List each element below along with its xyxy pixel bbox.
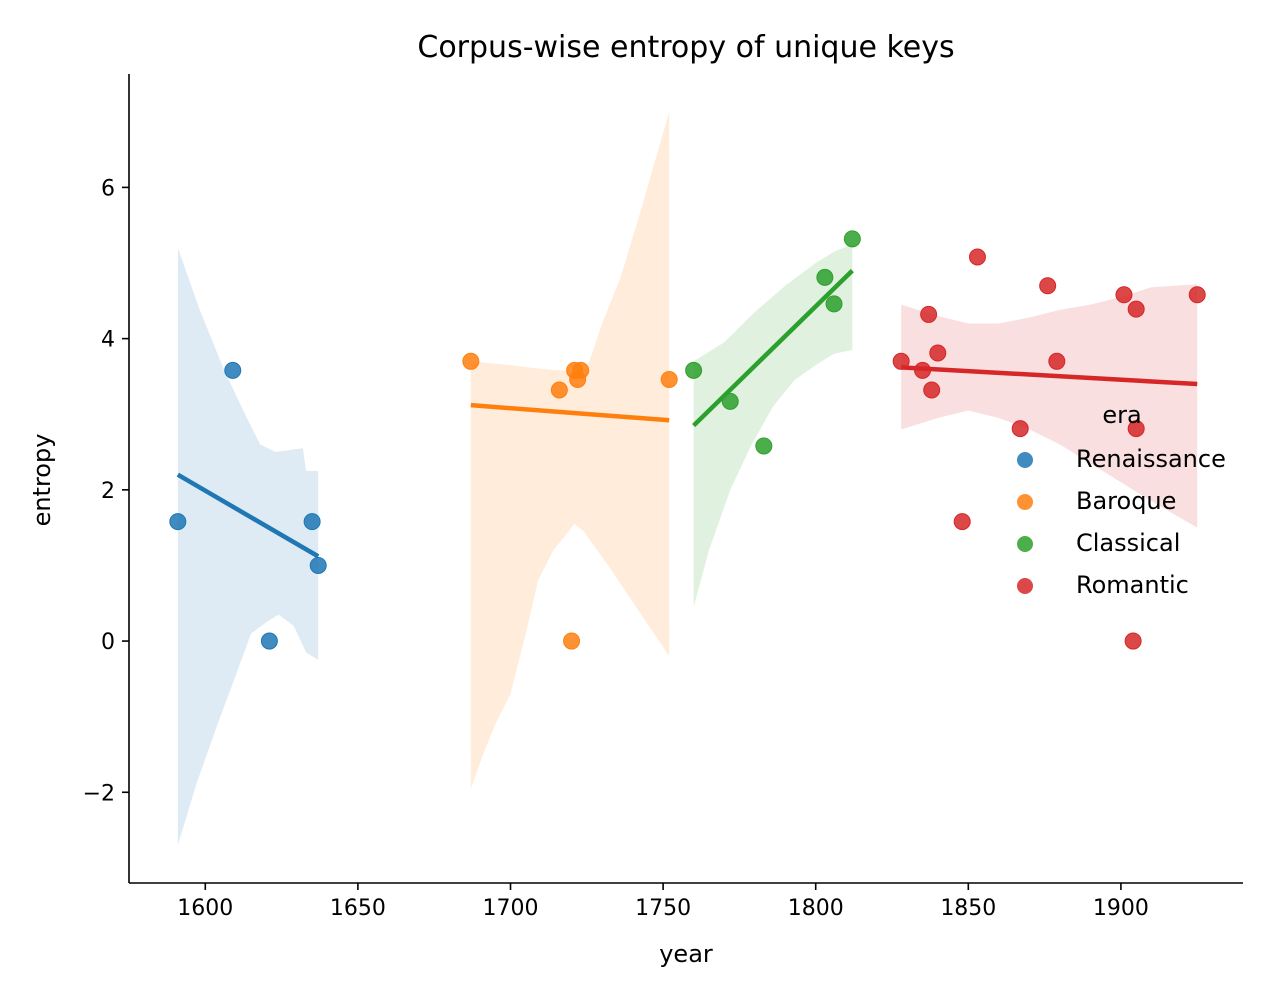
legend: era Renaissance Baroque Classical Romantic <box>1017 401 1226 599</box>
romantic-data-point <box>968 248 986 266</box>
classical-data-point <box>755 437 773 455</box>
classical-data-point <box>843 230 861 248</box>
romantic-data-point <box>1127 300 1145 318</box>
romantic-data-point <box>929 344 947 362</box>
x-axis-label: year <box>659 940 713 968</box>
x-tick-label: 1900 <box>1093 896 1149 921</box>
romantic-data-point <box>1124 632 1142 650</box>
renaissance-confidence-band <box>177 247 319 846</box>
x-tick-label: 1700 <box>483 896 539 921</box>
baroque-confidence-band <box>470 111 670 789</box>
romantic-data-point <box>920 305 938 323</box>
baroque-regression-line <box>470 402 670 423</box>
x-tick-label: 1750 <box>635 896 691 921</box>
romantic-data-point <box>1127 420 1145 438</box>
renaissance-data-point <box>260 632 278 650</box>
classical-data-point <box>685 361 703 379</box>
baroque-data-point <box>462 352 480 370</box>
y-tick-label: 0 <box>101 630 115 655</box>
legend-label-renaissance: Renaissance <box>1076 445 1226 473</box>
baroque-data-point <box>572 361 590 379</box>
baroque-data-point <box>660 370 678 388</box>
legend-title: era <box>1102 401 1141 429</box>
classical-data-point <box>825 295 843 313</box>
x-tick-label: 1800 <box>788 896 844 921</box>
renaissance-data-point <box>169 513 187 531</box>
renaissance-data-point <box>303 513 321 531</box>
data-points <box>169 230 1206 650</box>
classical-regression-line <box>692 268 854 428</box>
regression-lines <box>176 268 1198 559</box>
romantic-regression-line <box>901 365 1198 387</box>
romantic-confidence-band <box>901 284 1198 528</box>
classical-data-point <box>816 268 834 286</box>
y-tick-label: −2 <box>83 781 115 806</box>
y-axis-label: entropy <box>28 434 56 527</box>
y-axis-ticks: −2 0 2 4 6 <box>83 176 129 806</box>
classical-confidence-band <box>693 244 853 608</box>
x-tick-label: 1850 <box>940 896 996 921</box>
confidence-bands <box>177 111 1198 846</box>
romantic-data-point <box>1048 352 1066 370</box>
romantic-data-point <box>1188 286 1206 304</box>
legend-marker-romantic <box>1017 578 1033 594</box>
renaissance-data-point <box>309 556 327 574</box>
romantic-data-point <box>1115 286 1133 304</box>
renaissance-regression-line <box>176 472 320 559</box>
romantic-data-point <box>1039 277 1057 295</box>
legend-marker-baroque <box>1017 494 1033 510</box>
baroque-data-point <box>563 632 581 650</box>
legend-label-classical: Classical <box>1076 529 1180 557</box>
y-tick-label: 6 <box>101 176 115 201</box>
chart-title: Corpus-wise entropy of unique keys <box>417 30 954 65</box>
baroque-data-point <box>550 381 568 399</box>
romantic-data-point <box>914 361 932 379</box>
y-tick-label: 2 <box>101 479 115 504</box>
romantic-data-point <box>953 513 971 531</box>
x-tick-label: 1650 <box>330 896 386 921</box>
legend-label-baroque: Baroque <box>1076 487 1176 515</box>
y-tick-label: 4 <box>101 328 115 353</box>
legend-marker-renaissance <box>1017 452 1033 468</box>
x-tick-label: 1600 <box>177 896 233 921</box>
renaissance-data-point <box>224 361 242 379</box>
x-axis-ticks: 1600 1650 1700 1750 1800 1850 1900 <box>177 883 1149 921</box>
romantic-data-point <box>1011 420 1029 438</box>
classical-data-point <box>721 392 739 410</box>
legend-marker-classical <box>1017 536 1033 552</box>
romantic-data-point <box>892 352 910 370</box>
legend-label-romantic: Romantic <box>1076 571 1189 599</box>
romantic-data-point <box>923 381 941 399</box>
